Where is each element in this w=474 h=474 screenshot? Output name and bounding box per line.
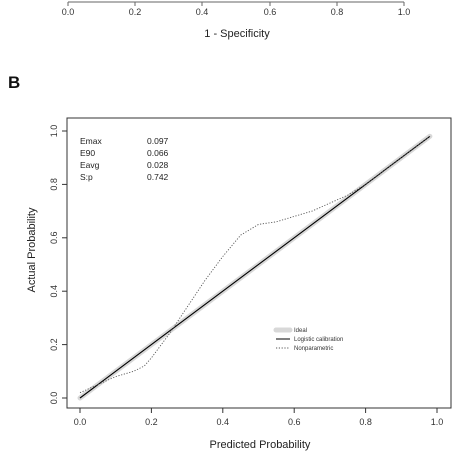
stat-label-eavg: Eavg [80,160,100,170]
panel-a-x-ticks: 0.0 0.2 0.4 0.6 0.8 1.0 [62,2,411,17]
panel-b-letter: B [8,73,20,92]
stat-label-sp: S:p [80,172,93,182]
panel-a-x-tick-label: 0.8 [331,7,344,17]
panel-b-plot: Emax 0.097 E90 0.066 Eavg 0.028 S:p 0.74… [49,117,452,427]
x-tick-label: 1.0 [431,417,444,427]
stats-block: Emax 0.097 E90 0.066 Eavg 0.028 S:p 0.74… [80,136,169,182]
y-tick-label: 0.0 [49,392,59,405]
y-axis-title: Actual Probability [26,207,38,292]
panel-a-x-tick-label: 1.0 [398,7,411,17]
stat-value-e90: 0.066 [147,148,169,158]
y-tick-label: 0.2 [49,338,59,351]
legend-logistic-label: Logistic calibration [294,337,343,343]
legend-nonparametric-label: Nonparametric [294,346,333,352]
stat-value-eavg: 0.028 [147,160,169,170]
series-logistic-calibration [79,135,431,399]
y-tick-label: 0.6 [49,232,59,245]
panel-a-x-tick-label: 0.6 [264,7,277,17]
stat-label-emax: Emax [80,136,102,146]
y-tick-label: 0.8 [49,178,59,191]
x-tick-label: 0.4 [217,417,230,427]
panel-a: 0.0 0.2 0.4 0.6 0.8 1.0 1 - Specificity [62,1,411,40]
x-tick-label: 0.2 [145,417,158,427]
x-tick-label: 0.0 [74,417,87,427]
x-axis-title: Predicted Probability [210,439,311,451]
panel-a-x-tick-label: 0.0 [62,7,75,17]
axes-layer: 0.0 0.2 0.4 0.6 0.8 1.0 0.0 0.2 0.4 0.6 0.8 1.0 [49,125,443,427]
legend: Ideal Logistic calibration Nonparametric [273,327,343,352]
x-tick-label: 0.8 [359,417,372,427]
panel-a-x-tick-label: 0.2 [129,7,142,17]
panel-a-x-axis-title: 1 - Specificity [204,28,270,40]
stat-label-e90: E90 [80,148,95,158]
plot-frame [66,117,452,409]
stat-value-emax: 0.097 [147,136,169,146]
x-tick-label: 0.6 [288,417,301,427]
series-layer [77,133,433,401]
legend-ideal-label: Ideal [294,328,307,334]
stat-value-sp: 0.742 [147,172,169,182]
panel-a-x-tick-label: 0.4 [196,7,209,17]
y-tick-label: 1.0 [49,125,59,138]
y-tick-label: 0.4 [49,285,59,298]
